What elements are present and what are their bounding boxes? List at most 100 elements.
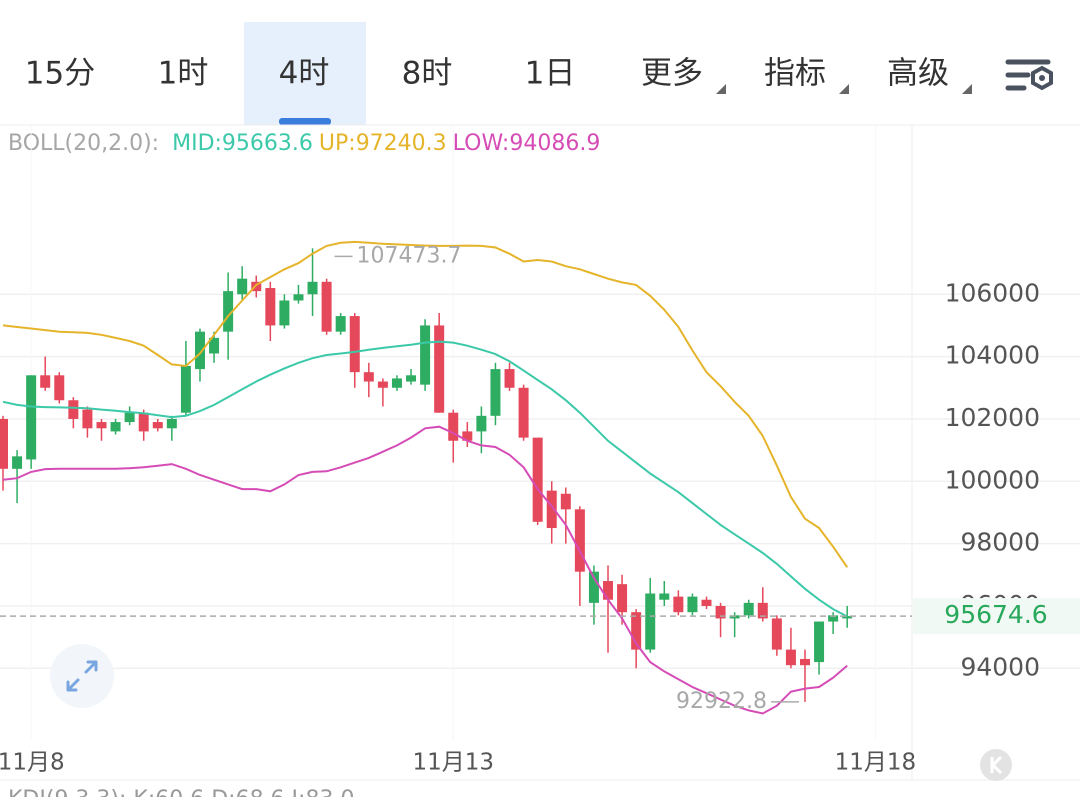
tab[interactable]: 4时 [279,56,330,92]
candle-body [391,378,402,388]
tab[interactable]: 更多 [641,56,703,92]
band-line [2,240,849,568]
candle-body [40,375,51,388]
dropdown-corner [839,84,849,94]
candle-body [279,300,290,326]
candle-body [237,278,248,295]
candle-body [757,602,768,619]
candle-body [54,375,65,401]
settings-icon[interactable] [1005,59,1053,91]
legend-prefix: BOLL(20,2.0): [8,131,159,156]
candle-body [96,422,107,429]
candle-body [687,596,698,613]
expand-button[interactable] [50,644,114,708]
candle-body [546,490,557,529]
active-tab-bg [244,22,366,125]
band-line [2,425,848,715]
candle-body [785,649,796,666]
band-line [2,340,848,618]
candle-body [814,621,825,663]
candle-body [715,605,726,619]
grid [0,125,1080,740]
tab[interactable]: 8时 [402,56,453,92]
candle-body [180,365,191,413]
tab[interactable]: 指标 [764,56,826,92]
candle-body [293,294,304,301]
dropdown-corner [716,84,726,94]
candle-body [645,593,656,650]
candle-body [701,599,712,606]
x-tick-label: 11月13 [412,750,494,776]
candle-body [12,456,23,469]
y-tick-label: 104000 [945,341,1040,370]
tab-bar: 15分 1时 4时 8时 1日 更多 指标 高级 [25,22,1053,125]
candle-body [68,400,79,419]
candle-body [673,596,684,613]
legend-item: UP:97240.3 [319,131,447,156]
y-tick-label: 98000 [960,528,1040,557]
candle-body [476,415,487,432]
candle-body [152,422,163,429]
legend: BOLL(20,2.0): MID:95663.6 UP:97240.3 LOW:9… [8,131,600,156]
candle-body [335,316,346,332]
candle-body [223,291,234,332]
legend-item: LOW:94086.9 [453,131,601,156]
candle-body [518,387,529,438]
candle-body [406,375,417,382]
current-price-box [913,598,1080,635]
x-tick-label: 11月8 [0,750,65,776]
candle-body [771,618,782,650]
candle-body [321,281,332,332]
candle-body [631,612,642,650]
candle-body [828,615,839,622]
candle-body [799,658,810,666]
tab[interactable]: 1日 [525,56,576,92]
plot: 107473.7 92922.8 [0,240,912,715]
candle-body [363,372,374,382]
dropdown-corner [962,84,972,94]
candle-body [617,584,628,613]
candle-body [574,509,585,572]
candle-body [490,369,501,416]
candle-body [166,418,177,429]
candle-body [138,412,149,432]
candle-body [588,571,599,603]
min-label: 92922.8 [676,689,767,714]
candle-body [307,281,318,295]
candle-body [0,418,8,469]
y-tick-label: 106000 [945,278,1040,307]
candle-body [349,316,360,373]
legend-item: MID:95663.6 [172,131,313,156]
candle-body [251,281,262,292]
candle-body [26,375,37,460]
candle-body [420,325,431,385]
candle-body [659,593,670,600]
lower-indicator: KDJ(9,3,3): K:60.6 D:68.6 J:83.0 [8,787,354,797]
k-line-icon[interactable] [980,749,1012,781]
candle-body [448,412,459,441]
tab[interactable]: 1时 [158,56,209,92]
candle-body [603,581,614,600]
candle-body [532,437,543,522]
candle-body [434,325,445,413]
max-label: 107473.7 [357,243,462,268]
candle-body [842,616,853,619]
candle-body [124,412,135,423]
candle-body [560,493,571,510]
candle-body [377,381,388,388]
axes: 9400096000980001000001020001040001060001… [0,278,1080,776]
current-price-label: 95674.6 [944,600,1047,629]
candle-body [729,615,740,619]
candle-body [462,431,473,441]
tab[interactable]: 15分 [25,56,95,92]
candle-body [209,337,220,354]
candle-body [504,369,515,388]
tab[interactable]: 高级 [887,56,949,92]
y-tick-label: 100000 [945,465,1040,494]
candle-body [82,409,93,429]
y-tick-label: 102000 [945,403,1040,432]
candle-body [110,422,121,432]
candle-body [265,288,276,326]
x-tick-label: 11月18 [835,750,917,776]
